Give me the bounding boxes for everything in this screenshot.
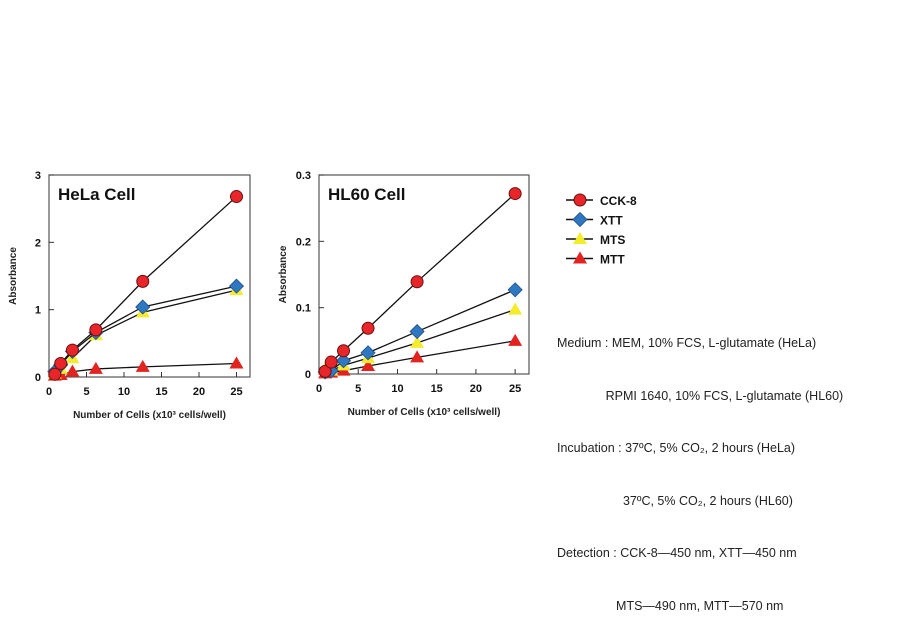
chart-title: HL60 Cell	[328, 185, 405, 204]
data-point-mtt	[65, 364, 80, 377]
y-axis-label: Absorbance	[278, 245, 289, 303]
data-point-mtt	[88, 361, 103, 374]
legend: CCK-8 XTT MTS MTT	[566, 193, 637, 267]
y-tick-label: 2	[35, 237, 41, 249]
chart-hl60: 0 0.1 0.2 0.3 0 5 10 15 20 25 Number of Cells (x10…	[278, 170, 530, 418]
x-tick-label: 20	[193, 386, 205, 398]
note-line: 37ºC, 5% CO₂, 2 hours (HL60)	[557, 493, 793, 508]
x-tick-label: 25	[509, 383, 521, 395]
data-point-cck-8	[410, 275, 424, 289]
circle-icon	[573, 193, 587, 207]
x-tick-label: 20	[470, 383, 482, 395]
x-tick-label: 15	[155, 386, 167, 398]
y-tick-label: 1	[35, 305, 41, 317]
legend-item-xtt: XTT	[566, 211, 623, 228]
data-point-xtt	[135, 299, 151, 315]
diamond-icon	[572, 211, 588, 228]
y-tick-label: 0.3	[296, 170, 311, 182]
y-tick-label: 0.1	[296, 303, 311, 315]
data-point-xtt	[360, 345, 376, 361]
x-axis-label: Number of Cells (x10³ cells/well)	[348, 407, 501, 418]
chart-hela: 0 1 2 3 0 5 10 15 20 25 Number of Cells (x10³ cell…	[8, 170, 251, 421]
data-point-mtt	[135, 359, 150, 372]
note-line: Medium : MEM, 10% FCS, L-glutamate (HeLa…	[557, 336, 817, 350]
x-axis-label: Number of Cells (x10³ cells/well)	[73, 410, 226, 421]
legend-item-mts: MTS	[566, 232, 625, 247]
data-point-cck-8	[318, 364, 332, 378]
data-point-cck-8	[48, 367, 62, 381]
data-point-mts	[508, 302, 523, 315]
note-line: RPMI 1640, 10% FCS, L-glutamate (HL60)	[557, 388, 844, 403]
x-tick-label: 5	[355, 383, 361, 395]
x-tick-label: 25	[230, 386, 242, 398]
legend-label: MTS	[600, 233, 625, 247]
data-point-mtt	[410, 350, 425, 363]
data-point-xtt	[335, 353, 352, 369]
triangle-icon	[573, 232, 587, 244]
x-tick-label: 5	[83, 386, 89, 398]
data-point-mtt	[361, 359, 376, 372]
data-point-cck-8	[324, 355, 338, 369]
plot-frame	[48, 174, 251, 378]
y-tick-label: 0.2	[296, 236, 311, 248]
triangle-icon	[573, 251, 587, 264]
data-point-mtt	[508, 333, 523, 346]
data-point-cck-8	[337, 344, 351, 358]
legend-label: XTT	[600, 214, 623, 228]
data-point-mts	[410, 335, 425, 348]
y-tick-label: 0	[35, 372, 41, 384]
x-tick-label: 10	[118, 386, 130, 398]
data-point-cck-8	[361, 321, 375, 335]
plot-frame	[318, 174, 530, 375]
figure: 0 1 2 3 0 5 10 15 20 25 Number of Cells (x10³ cell…	[8, 170, 637, 421]
legend-label: MTT	[600, 253, 625, 267]
y-tick-label: 3	[35, 170, 41, 182]
x-tick-label: 0	[46, 386, 52, 398]
chart-title: HeLa Cell	[58, 185, 135, 204]
series-line-xtt	[54, 285, 237, 373]
data-point-cck-8	[89, 323, 103, 337]
data-point-mtt	[229, 356, 244, 369]
x-tick-label: 10	[391, 383, 403, 395]
data-point-xtt	[409, 323, 425, 340]
data-point-cck-8	[136, 274, 150, 288]
legend-item-mtt: MTT	[566, 251, 625, 267]
note-line: Detection : CCK-8—450 nm, XTT—450 nm	[557, 546, 797, 560]
data-point-cck-8	[508, 187, 522, 201]
data-point-xtt	[228, 278, 245, 294]
conditions-notes: Medium : MEM, 10% FCS, L-glutamate (HeLa…	[557, 300, 843, 633]
legend-item-cck-8: CCK-8	[566, 193, 637, 208]
data-point-cck-8	[230, 190, 243, 204]
y-tick-label: 0	[305, 369, 311, 381]
legend-label: CCK-8	[600, 194, 637, 208]
data-point-cck-8	[54, 357, 68, 371]
x-tick-label: 15	[431, 383, 443, 395]
x-tick-label: 0	[316, 383, 322, 395]
data-point-xtt	[507, 282, 523, 298]
note-line: MTS—490 nm, MTT—570 nm	[557, 598, 784, 613]
note-line: Incubation : 37ºC, 5% CO₂, 2 hours (HeLa…	[557, 441, 796, 455]
data-point-cck-8	[65, 343, 79, 357]
y-axis-label: Absorbance	[8, 247, 19, 305]
